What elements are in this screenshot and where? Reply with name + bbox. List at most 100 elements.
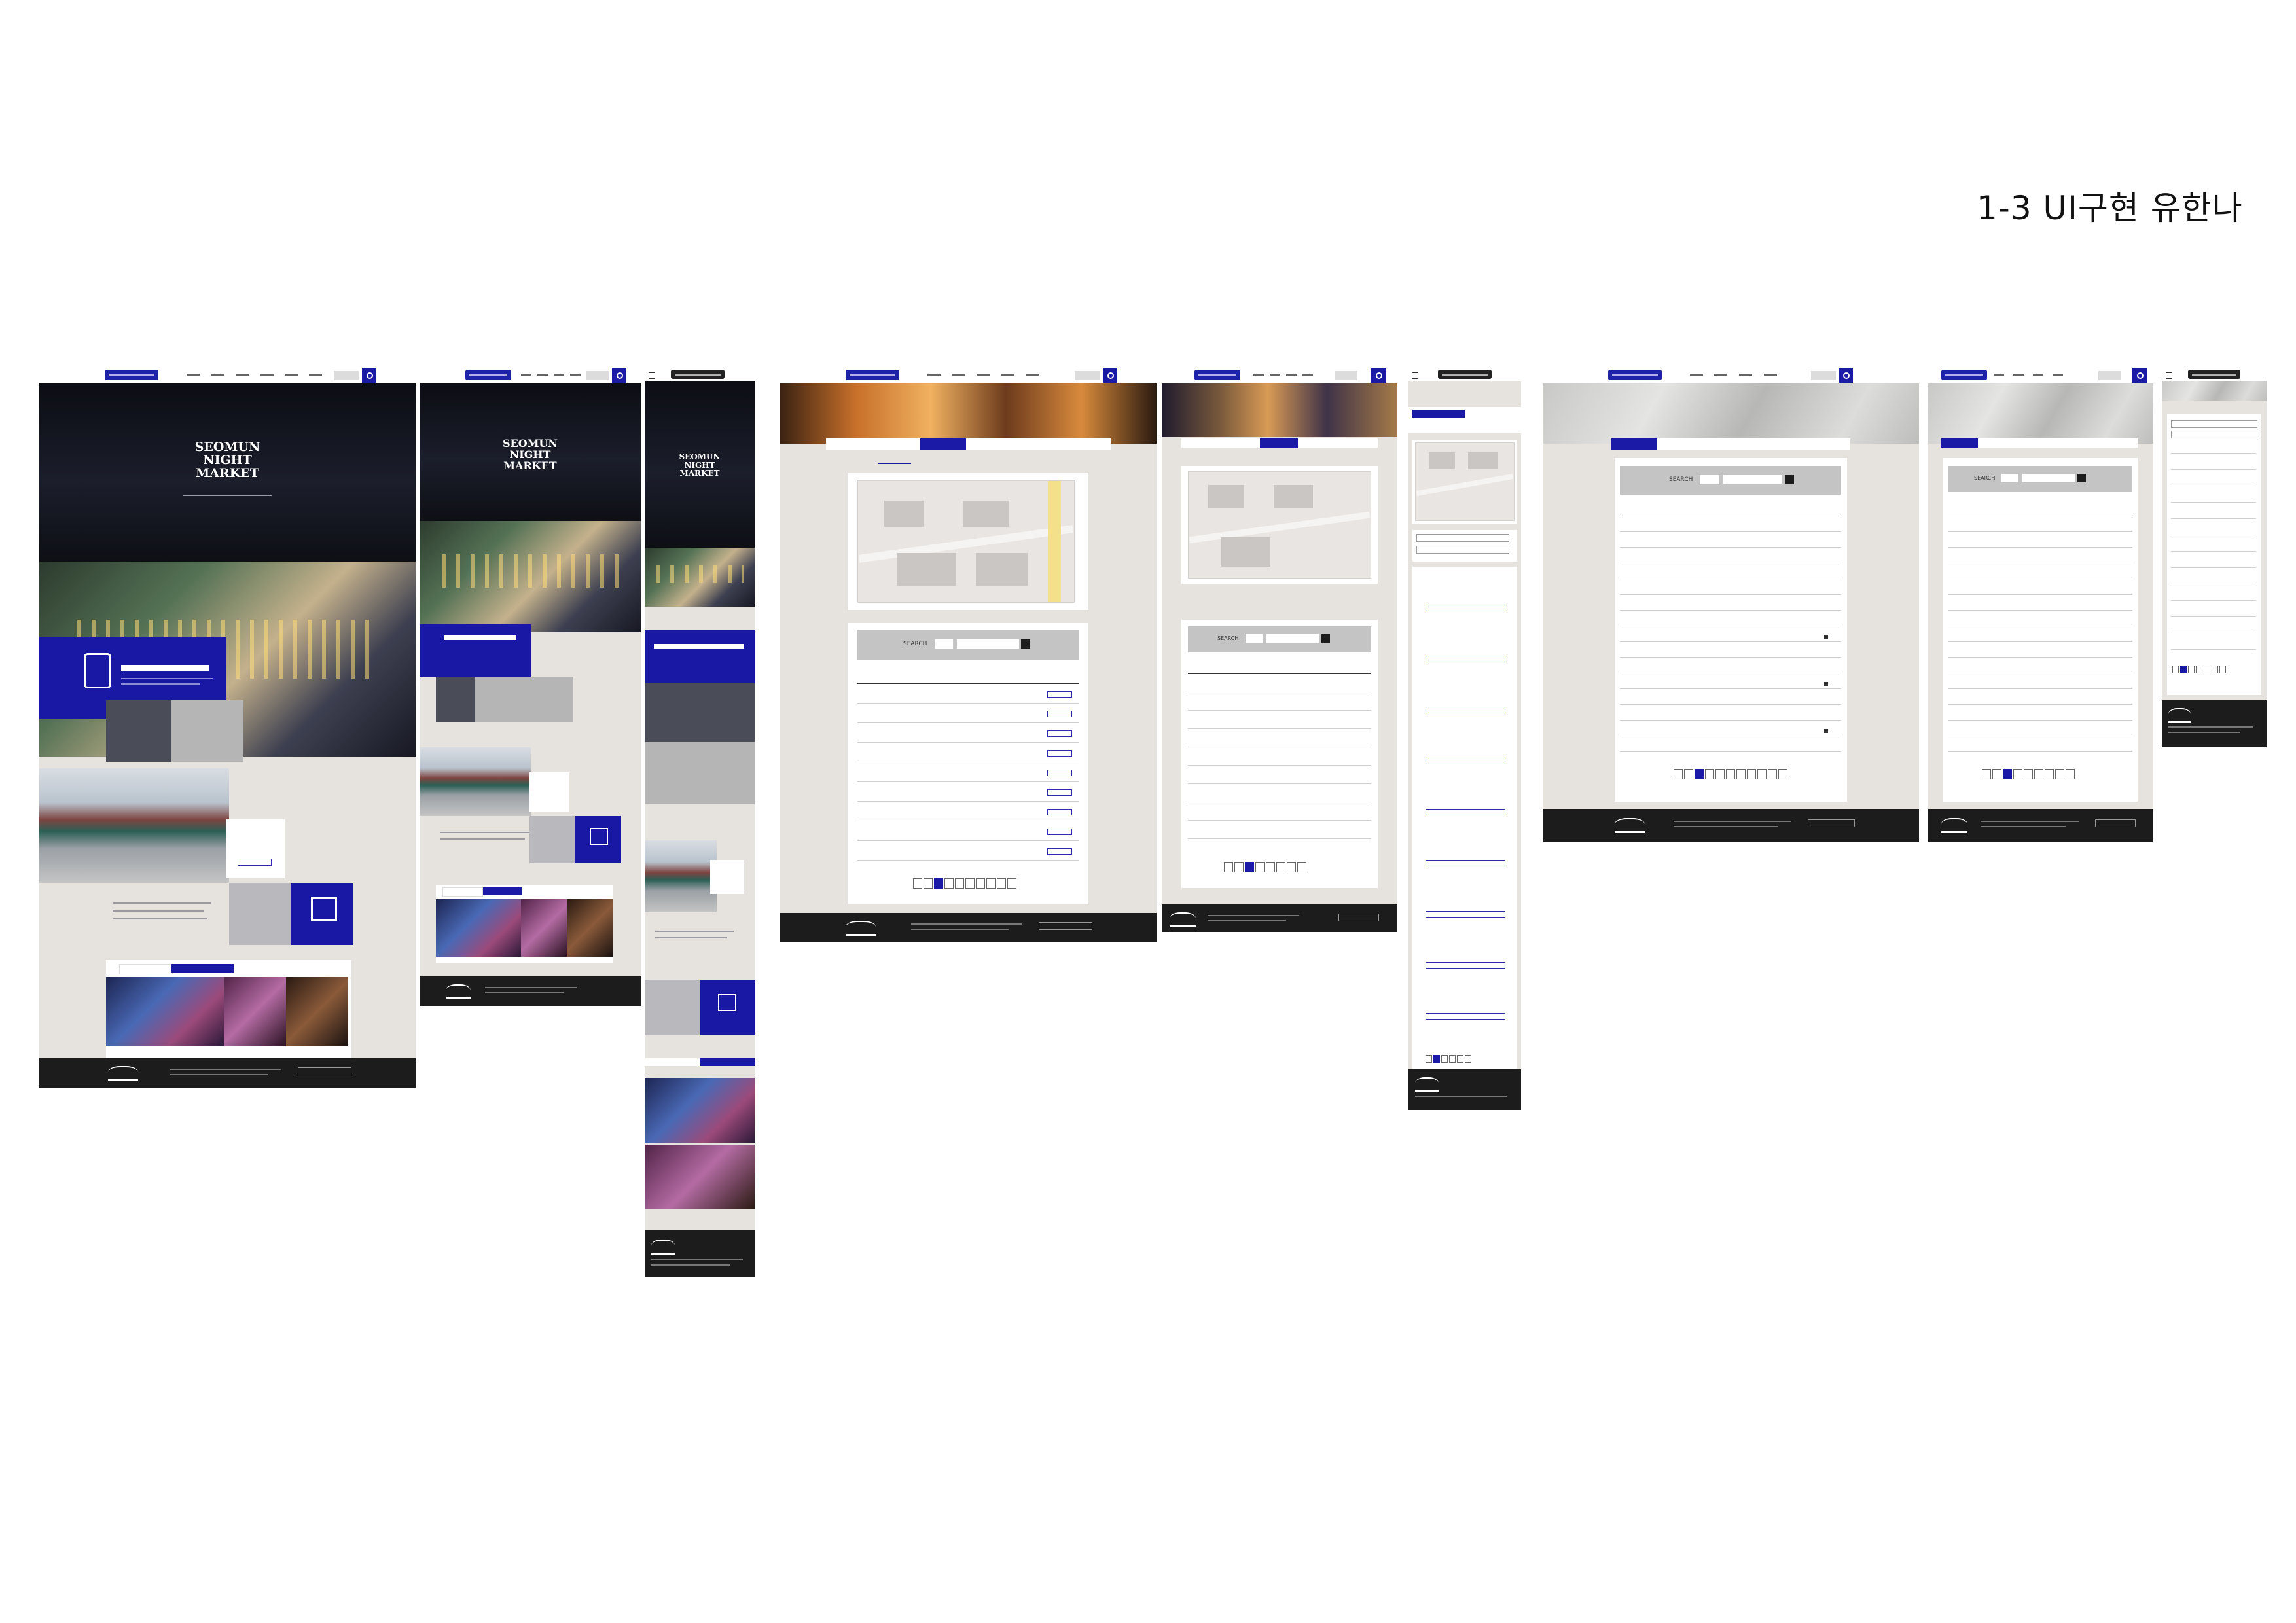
language-select[interactable]	[1075, 371, 1100, 380]
page-button[interactable]	[2055, 769, 2064, 779]
tab-item-active[interactable]	[1260, 438, 1298, 448]
page-button[interactable]	[2034, 769, 2043, 779]
page-button[interactable]	[1465, 1055, 1471, 1063]
nav-item[interactable]	[1714, 374, 1727, 376]
search-button[interactable]	[2077, 474, 2086, 482]
nav-item[interactable]	[1270, 374, 1280, 376]
event-photo[interactable]	[286, 977, 348, 1046]
tab-item[interactable]	[1708, 438, 1754, 450]
page-button-active[interactable]	[1245, 862, 1254, 872]
search-icon[interactable]	[2132, 368, 2147, 383]
site-logo[interactable]	[105, 370, 158, 380]
search-icon[interactable]	[1103, 368, 1117, 383]
nav-item[interactable]	[1739, 374, 1752, 376]
menu-icon[interactable]	[649, 372, 655, 379]
tab-item-active[interactable]	[920, 438, 966, 450]
nav-item[interactable]	[1302, 374, 1313, 376]
facility-map-tile[interactable]	[575, 816, 621, 863]
page-button[interactable]	[1674, 769, 1683, 779]
detail-button[interactable]	[1426, 962, 1505, 969]
family-site-select[interactable]	[2095, 819, 2136, 827]
nav-item[interactable]	[1994, 374, 2004, 376]
detail-button[interactable]	[1047, 730, 1072, 737]
page-button[interactable]	[1736, 769, 1746, 779]
tab-festival[interactable]	[645, 1058, 700, 1066]
page-button[interactable]	[1705, 769, 1714, 779]
sub-tab-active[interactable]	[878, 463, 911, 464]
language-select[interactable]	[2098, 371, 2121, 380]
language-select[interactable]	[1335, 371, 1357, 380]
event-photo[interactable]	[224, 977, 286, 1046]
nav-item[interactable]	[537, 374, 548, 376]
nav-item[interactable]	[2033, 374, 2043, 376]
shop-search-input[interactable]	[654, 644, 744, 649]
page-button[interactable]	[1457, 1055, 1463, 1063]
page-button[interactable]	[1007, 878, 1016, 889]
site-logo[interactable]	[1941, 370, 1987, 380]
tab-item[interactable]	[1014, 438, 1060, 450]
search-icon[interactable]	[1839, 368, 1853, 383]
search-icon[interactable]	[362, 368, 376, 383]
nav-item[interactable]	[211, 374, 224, 376]
page-button[interactable]	[986, 878, 996, 889]
page-button[interactable]	[1992, 769, 2001, 779]
nav-item[interactable]	[285, 374, 298, 376]
site-logo[interactable]	[1194, 370, 1240, 380]
page-button[interactable]	[2188, 666, 2195, 673]
notice-tile[interactable]	[229, 883, 291, 945]
search-button[interactable]	[1785, 475, 1794, 484]
nav-item[interactable]	[570, 374, 581, 376]
tab-item[interactable]	[1805, 438, 1851, 450]
nav-item[interactable]	[260, 374, 274, 376]
page-button[interactable]	[2045, 769, 2054, 779]
nav-item[interactable]	[1001, 374, 1014, 376]
nav-item[interactable]	[187, 374, 200, 376]
nav-item[interactable]	[1253, 374, 1264, 376]
language-select[interactable]	[586, 371, 609, 380]
tab-item[interactable]	[1338, 438, 1376, 448]
page-button-active[interactable]	[2180, 666, 2187, 673]
page-button[interactable]	[2196, 666, 2202, 673]
site-logo[interactable]	[1608, 370, 1662, 380]
page-button-active[interactable]	[1433, 1055, 1440, 1063]
tab-item[interactable]	[2059, 438, 2096, 448]
nav-item[interactable]	[1026, 374, 1039, 376]
tab-item-active[interactable]	[1941, 438, 1978, 448]
family-site-select[interactable]	[298, 1067, 351, 1075]
facility-map-tile[interactable]	[291, 883, 353, 945]
nav-item[interactable]	[2013, 374, 2024, 376]
board-search-input[interactable]	[2171, 431, 2257, 438]
page-button[interactable]	[2219, 666, 2226, 673]
facility-map-tile[interactable]	[700, 980, 755, 1035]
detail-button[interactable]	[1047, 848, 1072, 855]
tab-event[interactable]	[171, 964, 234, 973]
page-button[interactable]	[944, 878, 954, 889]
page-button[interactable]	[2212, 666, 2218, 673]
category-select[interactable]	[2001, 474, 2018, 482]
site-logo[interactable]	[1438, 370, 1492, 379]
page-button[interactable]	[2172, 666, 2179, 673]
page-button[interactable]	[955, 878, 964, 889]
page-button[interactable]	[1266, 862, 1275, 872]
page-button[interactable]	[1684, 769, 1693, 779]
search-icon[interactable]	[612, 368, 626, 383]
nav-item[interactable]	[952, 374, 965, 376]
tab-item[interactable]	[1757, 438, 1803, 450]
festival-photo[interactable]	[436, 899, 521, 957]
tab-item[interactable]	[826, 438, 872, 450]
page-button-active[interactable]	[1695, 769, 1704, 779]
store-search-input[interactable]	[957, 639, 1019, 649]
detail-button[interactable]	[1426, 911, 1505, 918]
page-button[interactable]	[1297, 862, 1306, 872]
event-photo[interactable]	[567, 899, 613, 957]
nav-item[interactable]	[521, 374, 531, 376]
detail-button[interactable]	[1426, 758, 1505, 764]
search-button[interactable]	[1021, 639, 1030, 649]
festival-photo[interactable]	[645, 1078, 755, 1143]
category-select[interactable]	[1246, 634, 1263, 643]
page-button[interactable]	[1276, 862, 1285, 872]
board-search-input[interactable]	[2022, 474, 2075, 482]
nav-item[interactable]	[554, 374, 564, 376]
page-button[interactable]	[2024, 769, 2033, 779]
tab-item[interactable]	[1299, 438, 1337, 448]
